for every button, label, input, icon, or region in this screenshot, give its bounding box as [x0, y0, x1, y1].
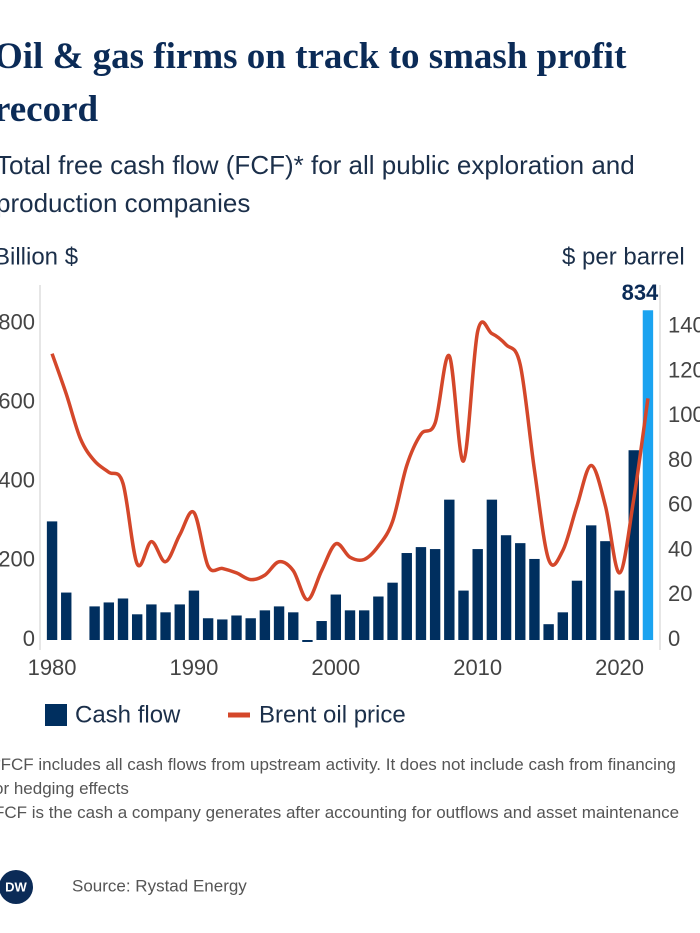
bar	[131, 614, 143, 640]
y2-tick-label: 80	[668, 447, 692, 472]
bar	[401, 553, 412, 640]
y-tick-label: 0	[23, 626, 35, 651]
bar	[500, 535, 512, 640]
value-label: 834	[622, 280, 659, 305]
y2-tick-label: 40	[668, 536, 692, 561]
y-tick-label: 400	[0, 468, 35, 493]
bar	[273, 606, 285, 640]
x-tick-label: 1990	[169, 655, 218, 680]
bar	[472, 549, 483, 640]
bar	[486, 499, 498, 640]
y2-tick-label: 140	[668, 313, 700, 338]
bar	[202, 618, 214, 640]
source: Source: Rystad Energy	[72, 876, 247, 895]
y-tick-label: 200	[0, 547, 35, 572]
legend-swatch	[45, 704, 67, 726]
footnote: FCF is the cash a company generates afte…	[0, 803, 680, 822]
bar	[61, 592, 72, 640]
bar	[358, 610, 370, 640]
bar	[571, 580, 583, 640]
bar	[642, 310, 654, 640]
x-tick-label: 2020	[595, 655, 644, 680]
bar	[174, 604, 185, 640]
bar	[316, 621, 327, 640]
footnotes: *FCF includes all cash flows from upstre…	[0, 753, 694, 825]
y2-tick-label: 0	[668, 626, 680, 651]
x-tick-label: 2000	[311, 655, 360, 680]
line	[50, 320, 650, 602]
bar	[373, 596, 384, 640]
bar	[529, 558, 540, 640]
bar	[117, 598, 129, 640]
y2-tick-label: 60	[668, 492, 692, 517]
logo: DW	[5, 879, 27, 894]
bar	[344, 610, 356, 640]
bar	[231, 615, 242, 640]
bar	[245, 618, 256, 640]
bar	[444, 499, 455, 640]
bar	[46, 521, 58, 640]
y2-axis-label: $ per barrel	[562, 243, 685, 270]
bar	[259, 610, 271, 640]
subtitle: Total free cash flow (FCF)* for all publ…	[0, 150, 635, 218]
bar	[302, 640, 313, 642]
legend-label: Brent oil price	[259, 701, 406, 728]
y2-tick-label: 100	[668, 402, 700, 427]
bar	[600, 541, 611, 640]
legend-label: Cash flow	[75, 701, 181, 728]
bar	[188, 590, 200, 640]
x-tick-label: 1980	[28, 655, 77, 680]
footnote: *FCF includes all cash flows from upstre…	[0, 755, 676, 798]
y2-tick-label: 20	[668, 581, 692, 606]
bar	[288, 612, 299, 640]
bar	[146, 604, 157, 640]
bar	[160, 612, 171, 640]
bar	[628, 450, 639, 640]
y2-tick-label: 120	[668, 357, 700, 382]
bar	[557, 612, 569, 640]
title: Oil & gas firms on track to smash profit…	[0, 36, 627, 130]
y-tick-label: 600	[0, 389, 35, 414]
bar	[103, 602, 115, 640]
bar	[330, 594, 342, 640]
bar	[217, 619, 228, 640]
bar	[415, 547, 427, 640]
y-axis-label: Billion $	[0, 243, 78, 270]
y-tick-label: 800	[0, 310, 35, 335]
bar	[614, 590, 625, 640]
bar	[89, 606, 100, 640]
bar	[429, 549, 441, 640]
x-tick-label: 2010	[453, 655, 502, 680]
logo-badge	[0, 870, 33, 904]
bar	[585, 525, 597, 640]
bar	[387, 582, 398, 640]
bar	[543, 624, 554, 640]
bar	[458, 590, 469, 640]
bar	[515, 543, 526, 640]
